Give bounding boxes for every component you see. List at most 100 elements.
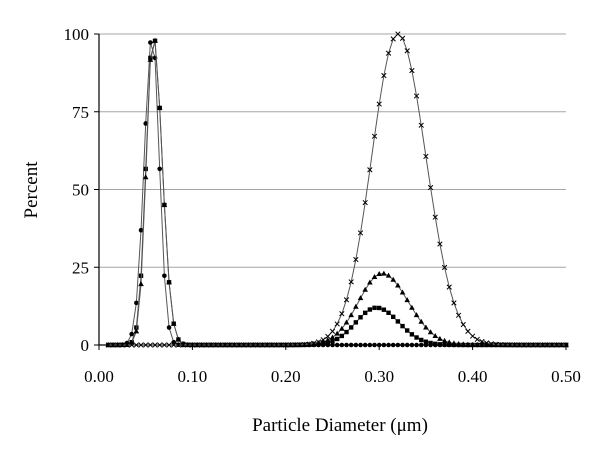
data-point-circle — [330, 342, 335, 348]
data-point-circle — [390, 342, 396, 348]
y-tick-label: 25 — [72, 258, 89, 277]
data-point-x — [385, 50, 392, 56]
data-point-triangle — [334, 330, 340, 336]
data-point-x — [474, 336, 480, 343]
data-point-x — [362, 199, 368, 206]
x-tick-label: 0.40 — [458, 367, 488, 386]
data-point-x — [297, 342, 303, 348]
series-line-triangle — [108, 40, 566, 346]
data-point-x — [460, 321, 466, 328]
data-point-circle — [344, 342, 349, 348]
data-point-x — [446, 284, 452, 290]
data-point-circle — [395, 342, 401, 348]
y-axis-title: Percent — [21, 161, 42, 219]
data-point-x — [264, 342, 270, 348]
data-point-triangle — [395, 282, 401, 288]
data-point-square — [419, 337, 424, 343]
data-point-triangle — [474, 341, 481, 347]
data-point-x — [353, 256, 359, 263]
data-point-triangle — [413, 312, 420, 318]
data-point-x — [236, 342, 242, 348]
data-point-x — [409, 67, 415, 74]
data-point-x — [465, 328, 471, 334]
data-point-x — [521, 342, 527, 348]
data-point-x — [138, 342, 144, 348]
data-point-x — [343, 297, 350, 303]
data-point-x — [227, 342, 233, 348]
data-point-x — [301, 341, 308, 348]
data-point-circle — [372, 342, 377, 348]
data-point-triangle — [455, 341, 462, 347]
data-point-x — [287, 342, 294, 348]
y-tick-label: 100 — [64, 25, 90, 44]
data-point-x — [222, 342, 228, 348]
axes — [94, 33, 567, 350]
data-point-x — [376, 101, 382, 107]
data-point-triangle — [399, 289, 406, 295]
data-point-square — [372, 305, 377, 311]
data-point-circle — [143, 121, 148, 126]
data-point-circle — [414, 342, 419, 348]
data-point-triangle — [325, 337, 331, 343]
data-point-triangle — [166, 279, 172, 285]
data-point-x — [371, 133, 378, 139]
data-point-x — [171, 342, 177, 348]
data-point-circle — [339, 342, 345, 348]
data-point-square — [377, 305, 382, 311]
data-point-x — [516, 342, 522, 348]
data-point-square — [447, 342, 452, 348]
data-point-square — [386, 310, 391, 315]
data-point-triangle — [329, 334, 336, 340]
data-point-circle — [166, 325, 172, 330]
data-point-triangle — [446, 339, 453, 345]
data-point-triangle — [404, 297, 411, 303]
data-point-x — [451, 300, 457, 306]
data-point-circle — [138, 227, 144, 233]
x-tick-label: 0.50 — [551, 367, 581, 386]
data-point-triangle — [175, 336, 182, 342]
data-point-x — [250, 342, 256, 348]
data-point-circle — [353, 342, 359, 348]
data-point-x — [432, 214, 438, 220]
data-point-triangle — [465, 341, 471, 347]
data-point-x — [199, 342, 205, 348]
data-point-triangle — [343, 319, 350, 325]
data-point-x — [497, 341, 504, 348]
data-point-triangle — [469, 341, 476, 347]
data-point-triangle — [460, 341, 467, 347]
data-point-x — [152, 342, 158, 348]
data-point-x — [427, 184, 434, 191]
data-point-triangle — [376, 270, 382, 276]
data-point-x — [535, 342, 541, 348]
data-point-triangle — [409, 304, 415, 310]
data-point-x — [390, 36, 396, 42]
data-point-triangle — [147, 56, 154, 62]
data-point-triangle — [385, 272, 392, 278]
y-tick-label: 75 — [72, 103, 89, 122]
data-point-x — [455, 312, 462, 318]
tick-labels: 0 25 50 75 100 0.00 0.10 0.20 0.30 0.40 0.50 — [64, 25, 581, 386]
data-point-x — [339, 311, 345, 317]
y-tick-label: 50 — [72, 181, 89, 200]
data-point-x — [124, 342, 130, 348]
data-point-circle — [148, 40, 153, 45]
data-point-triangle — [390, 276, 397, 282]
data-point-circle — [367, 342, 373, 348]
data-point-x — [469, 333, 476, 339]
data-point-square — [367, 307, 373, 312]
data-point-x — [413, 93, 420, 99]
data-point-square — [334, 336, 340, 342]
data-point-square — [414, 335, 419, 340]
data-point-circle — [162, 273, 167, 279]
series-square — [106, 38, 569, 348]
data-point-triangle — [161, 201, 168, 207]
data-point-x — [105, 342, 111, 348]
data-point-x — [194, 342, 200, 348]
data-point-triangle — [170, 320, 177, 326]
data-point-circle — [418, 342, 424, 348]
data-point-triangle — [381, 270, 387, 276]
data-point-circle — [400, 342, 405, 348]
data-point-circle — [409, 342, 415, 348]
data-point-triangle — [371, 274, 378, 280]
x-tick-label: 0.00 — [84, 367, 114, 386]
